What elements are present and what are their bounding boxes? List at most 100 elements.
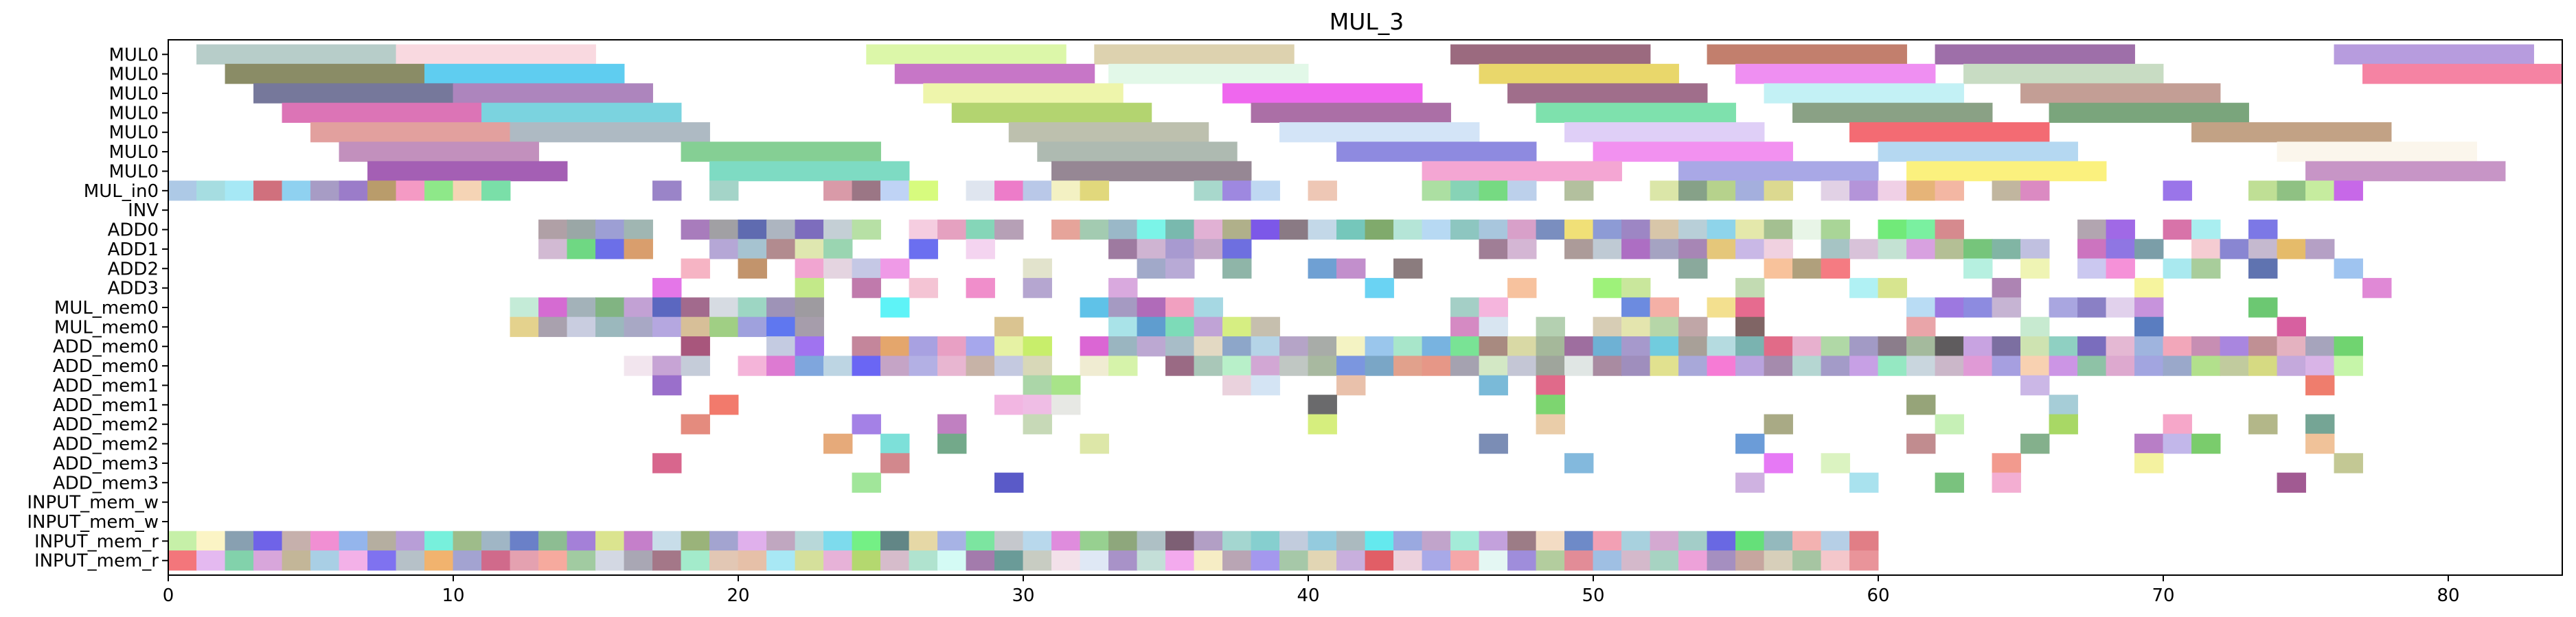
gantt-slot: [1992, 277, 2021, 299]
gantt-slot: [2049, 395, 2078, 415]
gantt-slot: [595, 316, 625, 338]
gantt-slot: [1023, 258, 1052, 279]
gantt-slot: [1564, 181, 1594, 201]
gantt-slot: [1422, 181, 1451, 201]
gantt-slot: [1194, 297, 1223, 318]
gantt-slot: [1849, 239, 1879, 259]
gantt-slot: [1906, 395, 1936, 415]
gantt-slot: [852, 277, 881, 299]
gantt-slot: [937, 414, 967, 434]
gantt-bar: [453, 83, 653, 104]
gantt-slot: [1422, 356, 1451, 376]
gantt-slot: [937, 336, 967, 357]
gantt-slot: [367, 181, 397, 201]
gantt-slot: [339, 550, 368, 571]
gantt-slot: [1479, 181, 1508, 201]
gantt-slot: [1336, 258, 1366, 279]
gantt-slot: [1108, 239, 1138, 259]
gantt-bar: [923, 83, 1124, 104]
y-tick-label: ADD_mem1: [53, 395, 159, 416]
gantt-slot: [1792, 219, 1822, 240]
gantt-slot: [1650, 181, 1679, 201]
gantt-slot: [1992, 297, 2021, 318]
gantt-slot: [1821, 531, 1850, 552]
gantt-slot: [738, 219, 767, 240]
y-axis: MUL0MUL0MUL0MUL0MUL0MUL0MUL0MUL_in0INVAD…: [27, 45, 168, 572]
gantt-slot: [1479, 356, 1508, 376]
gantt-slot: [1992, 181, 2021, 201]
gantt-bar: [1564, 122, 1765, 143]
gantt-slot: [1621, 297, 1651, 318]
gantt-slot: [823, 181, 853, 201]
gantt-bar: [1507, 83, 1708, 104]
gantt-slot: [738, 258, 767, 279]
gantt-slot: [2049, 356, 2078, 376]
gantt-slot: [1023, 395, 1052, 415]
gantt-slot: [1279, 219, 1309, 240]
gantt-slot: [1137, 316, 1166, 338]
gantt-slot: [1365, 550, 1394, 571]
gantt-slot: [2020, 258, 2050, 279]
gantt-slot: [966, 356, 995, 376]
gantt-slot: [2106, 239, 2135, 259]
gantt-slot: [966, 277, 995, 299]
gantt-slot: [481, 550, 511, 571]
gantt-slot: [1678, 356, 1708, 376]
gantt-slot: [1735, 531, 1765, 552]
gantt-slot: [1279, 531, 1309, 552]
gantt-slot: [966, 336, 995, 357]
gantt-slot: [2248, 258, 2278, 279]
gantt-slot: [652, 550, 682, 571]
y-tick-label: ADD_mem2: [53, 415, 159, 435]
gantt-slot: [766, 239, 796, 259]
gantt-slot: [1080, 219, 1109, 240]
gantt-slot: [937, 531, 967, 552]
gantt-slot: [2305, 181, 2335, 201]
gantt-slot: [1536, 395, 1565, 415]
gantt-slot: [538, 239, 568, 259]
gantt-slot: [1650, 356, 1679, 376]
gantt-slot: [1308, 181, 1337, 201]
gantt-slot: [1621, 531, 1651, 552]
gantt-bar: [424, 63, 625, 84]
gantt-slot: [2248, 239, 2278, 259]
gantt-slot: [1051, 550, 1081, 571]
gantt-slot: [624, 316, 653, 338]
gantt-slot: [1935, 414, 1964, 434]
gantt-slot: [567, 219, 596, 240]
gantt-slot: [1878, 277, 1907, 299]
gantt-slot: [709, 531, 739, 552]
gantt-slot: [852, 472, 881, 493]
gantt-bar: [2362, 63, 2563, 84]
gantt-slot: [2248, 219, 2278, 240]
gantt-slot: [624, 356, 653, 376]
gantt-slot: [1365, 277, 1394, 299]
gantt-bar: [1906, 161, 2107, 182]
gantt-slot: [595, 531, 625, 552]
y-tick-label: ADD3: [108, 279, 159, 299]
gantt-slot: [168, 181, 197, 201]
gantt-slot: [510, 531, 539, 552]
gantt-slot: [1621, 550, 1651, 571]
gantt-slot: [2191, 336, 2221, 357]
gantt-slot: [1507, 356, 1537, 376]
gantt-slot: [652, 531, 682, 552]
gantt-slot: [1336, 219, 1366, 240]
gantt-slot: [966, 239, 995, 259]
gantt-slot: [1593, 239, 1622, 259]
gantt-slot: [966, 550, 995, 571]
gantt-slot: [1878, 239, 1907, 259]
gantt-slot: [1735, 181, 1765, 201]
gantt-slot: [1137, 239, 1166, 259]
gantt-slot: [396, 531, 425, 552]
gantt-slot: [1650, 239, 1679, 259]
gantt-slot: [1194, 316, 1223, 338]
gantt-slot: [1678, 316, 1708, 338]
gantt-slot: [1393, 550, 1423, 571]
gantt-slot: [1080, 550, 1109, 571]
gantt-slot: [1393, 356, 1423, 376]
gantt-slot: [1878, 219, 1907, 240]
gantt-slot: [1564, 453, 1594, 474]
gantt-slot: [2077, 239, 2107, 259]
gantt-slot: [1194, 356, 1223, 376]
